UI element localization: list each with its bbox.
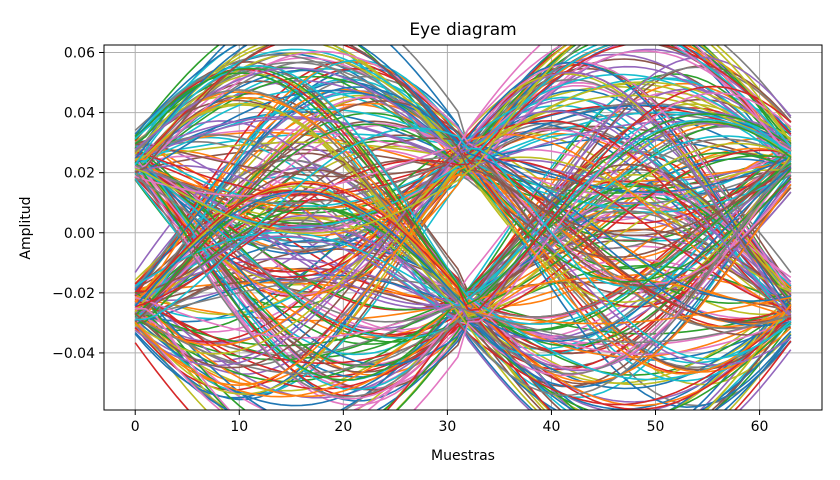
y-tick-label: −0.02 bbox=[52, 286, 95, 302]
eye-trace bbox=[134, 45, 791, 302]
eye-trace bbox=[134, 61, 792, 313]
y-tick-label: 0.02 bbox=[64, 166, 95, 182]
y-axis-label: Amplitud bbox=[18, 196, 34, 259]
x-tick-label: 0 bbox=[131, 419, 140, 435]
eye-trace bbox=[134, 67, 792, 318]
x-axis-ticks: 0 10 20 30 40 50 60 bbox=[131, 410, 769, 435]
eye-trace bbox=[134, 177, 791, 344]
eye-trace bbox=[134, 64, 792, 381]
x-tick-label: 40 bbox=[543, 419, 561, 435]
eye-trace bbox=[134, 166, 792, 343]
eye-trace bbox=[135, 127, 792, 360]
x-tick-label: 10 bbox=[230, 419, 248, 435]
eye-trace bbox=[134, 164, 792, 387]
eye-trace bbox=[134, 81, 792, 355]
plot-frame bbox=[103, 44, 823, 411]
x-tick-label: 50 bbox=[647, 419, 665, 435]
y-tick-label: 0.06 bbox=[64, 46, 95, 62]
eye-trace bbox=[135, 96, 791, 325]
eye-trace bbox=[134, 59, 792, 319]
eye-trace bbox=[134, 149, 792, 369]
eye-trace bbox=[135, 92, 792, 410]
eye-trace bbox=[134, 45, 792, 235]
y-tick-label: 0.00 bbox=[64, 226, 95, 242]
eye-trace bbox=[134, 146, 792, 410]
x-tick-label: 20 bbox=[334, 419, 352, 435]
eye-trace bbox=[134, 45, 792, 228]
eye-trace bbox=[134, 45, 792, 324]
eye-trace bbox=[134, 102, 792, 318]
eye-trace bbox=[135, 56, 792, 321]
y-tick-label: 0.04 bbox=[64, 106, 95, 122]
eye-trace bbox=[134, 45, 792, 197]
eye-trace bbox=[134, 71, 792, 367]
y-tick-label: −0.04 bbox=[52, 346, 95, 362]
eye-trace bbox=[134, 67, 792, 305]
eye-trace bbox=[134, 158, 792, 398]
y-axis-ticks: −0.04 −0.02 0.00 0.02 0.04 0.06 bbox=[52, 46, 104, 362]
series-group bbox=[134, 45, 792, 410]
eye-trace bbox=[134, 165, 792, 400]
eye-trace bbox=[135, 85, 792, 312]
chart-title: Eye diagram bbox=[409, 20, 516, 40]
x-axis-label: Muestras bbox=[431, 448, 495, 464]
x-tick-label: 30 bbox=[438, 419, 456, 435]
x-tick-label: 60 bbox=[751, 419, 769, 435]
